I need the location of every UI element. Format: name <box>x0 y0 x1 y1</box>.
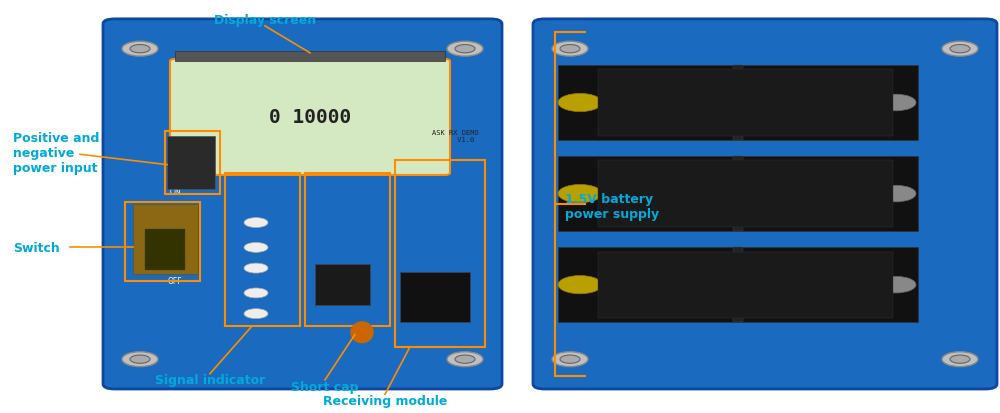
Circle shape <box>447 42 483 57</box>
Bar <box>400 273 470 322</box>
Circle shape <box>455 45 475 54</box>
Circle shape <box>558 276 602 294</box>
Circle shape <box>876 95 916 112</box>
Circle shape <box>876 277 916 293</box>
Bar <box>145 229 185 271</box>
Ellipse shape <box>351 322 373 343</box>
Text: Switch: Switch <box>13 241 60 254</box>
Bar <box>165 132 220 194</box>
Circle shape <box>876 186 916 202</box>
Circle shape <box>244 288 268 298</box>
Circle shape <box>122 352 158 367</box>
Bar <box>598 252 893 318</box>
Circle shape <box>244 263 268 273</box>
Text: ON: ON <box>169 188 181 197</box>
FancyBboxPatch shape <box>103 20 502 389</box>
Circle shape <box>950 355 970 363</box>
Text: OFF: OFF <box>168 276 182 285</box>
Text: Signal indicator: Signal indicator <box>155 373 265 387</box>
Circle shape <box>950 45 970 54</box>
Bar <box>598 70 893 136</box>
Bar <box>225 173 300 326</box>
FancyBboxPatch shape <box>170 60 450 176</box>
Circle shape <box>130 45 150 54</box>
Circle shape <box>942 352 978 367</box>
Bar <box>558 157 918 231</box>
Bar <box>733 66 743 140</box>
Bar <box>558 248 918 322</box>
Circle shape <box>552 352 588 367</box>
Bar <box>395 161 485 347</box>
Bar <box>167 136 215 190</box>
Circle shape <box>942 42 978 57</box>
Bar <box>598 161 893 227</box>
Circle shape <box>558 94 602 112</box>
Bar <box>125 202 200 281</box>
Bar <box>133 204 198 275</box>
Circle shape <box>558 185 602 203</box>
Text: Short cap: Short cap <box>291 380 359 393</box>
Circle shape <box>244 309 268 319</box>
Text: ASK RX DEMO
     V1.0: ASK RX DEMO V1.0 <box>432 130 478 143</box>
Text: Receiving module: Receiving module <box>323 394 447 407</box>
Text: 1.5V battery
power supply: 1.5V battery power supply <box>565 192 659 221</box>
Circle shape <box>130 355 150 363</box>
Circle shape <box>244 243 268 253</box>
Bar <box>315 264 370 306</box>
Circle shape <box>244 218 268 228</box>
Circle shape <box>560 45 580 54</box>
Circle shape <box>455 355 475 363</box>
Bar <box>733 248 743 322</box>
Circle shape <box>122 42 158 57</box>
Bar <box>558 66 918 140</box>
Bar <box>175 52 445 62</box>
Circle shape <box>552 42 588 57</box>
Circle shape <box>560 355 580 363</box>
Bar <box>305 173 390 326</box>
Text: Positive and
negative
power input: Positive and negative power input <box>13 131 99 174</box>
Text: 0 10000: 0 10000 <box>269 108 351 127</box>
FancyBboxPatch shape <box>533 20 997 389</box>
Circle shape <box>447 352 483 367</box>
Bar <box>733 157 743 231</box>
Text: Display screen: Display screen <box>214 14 316 27</box>
